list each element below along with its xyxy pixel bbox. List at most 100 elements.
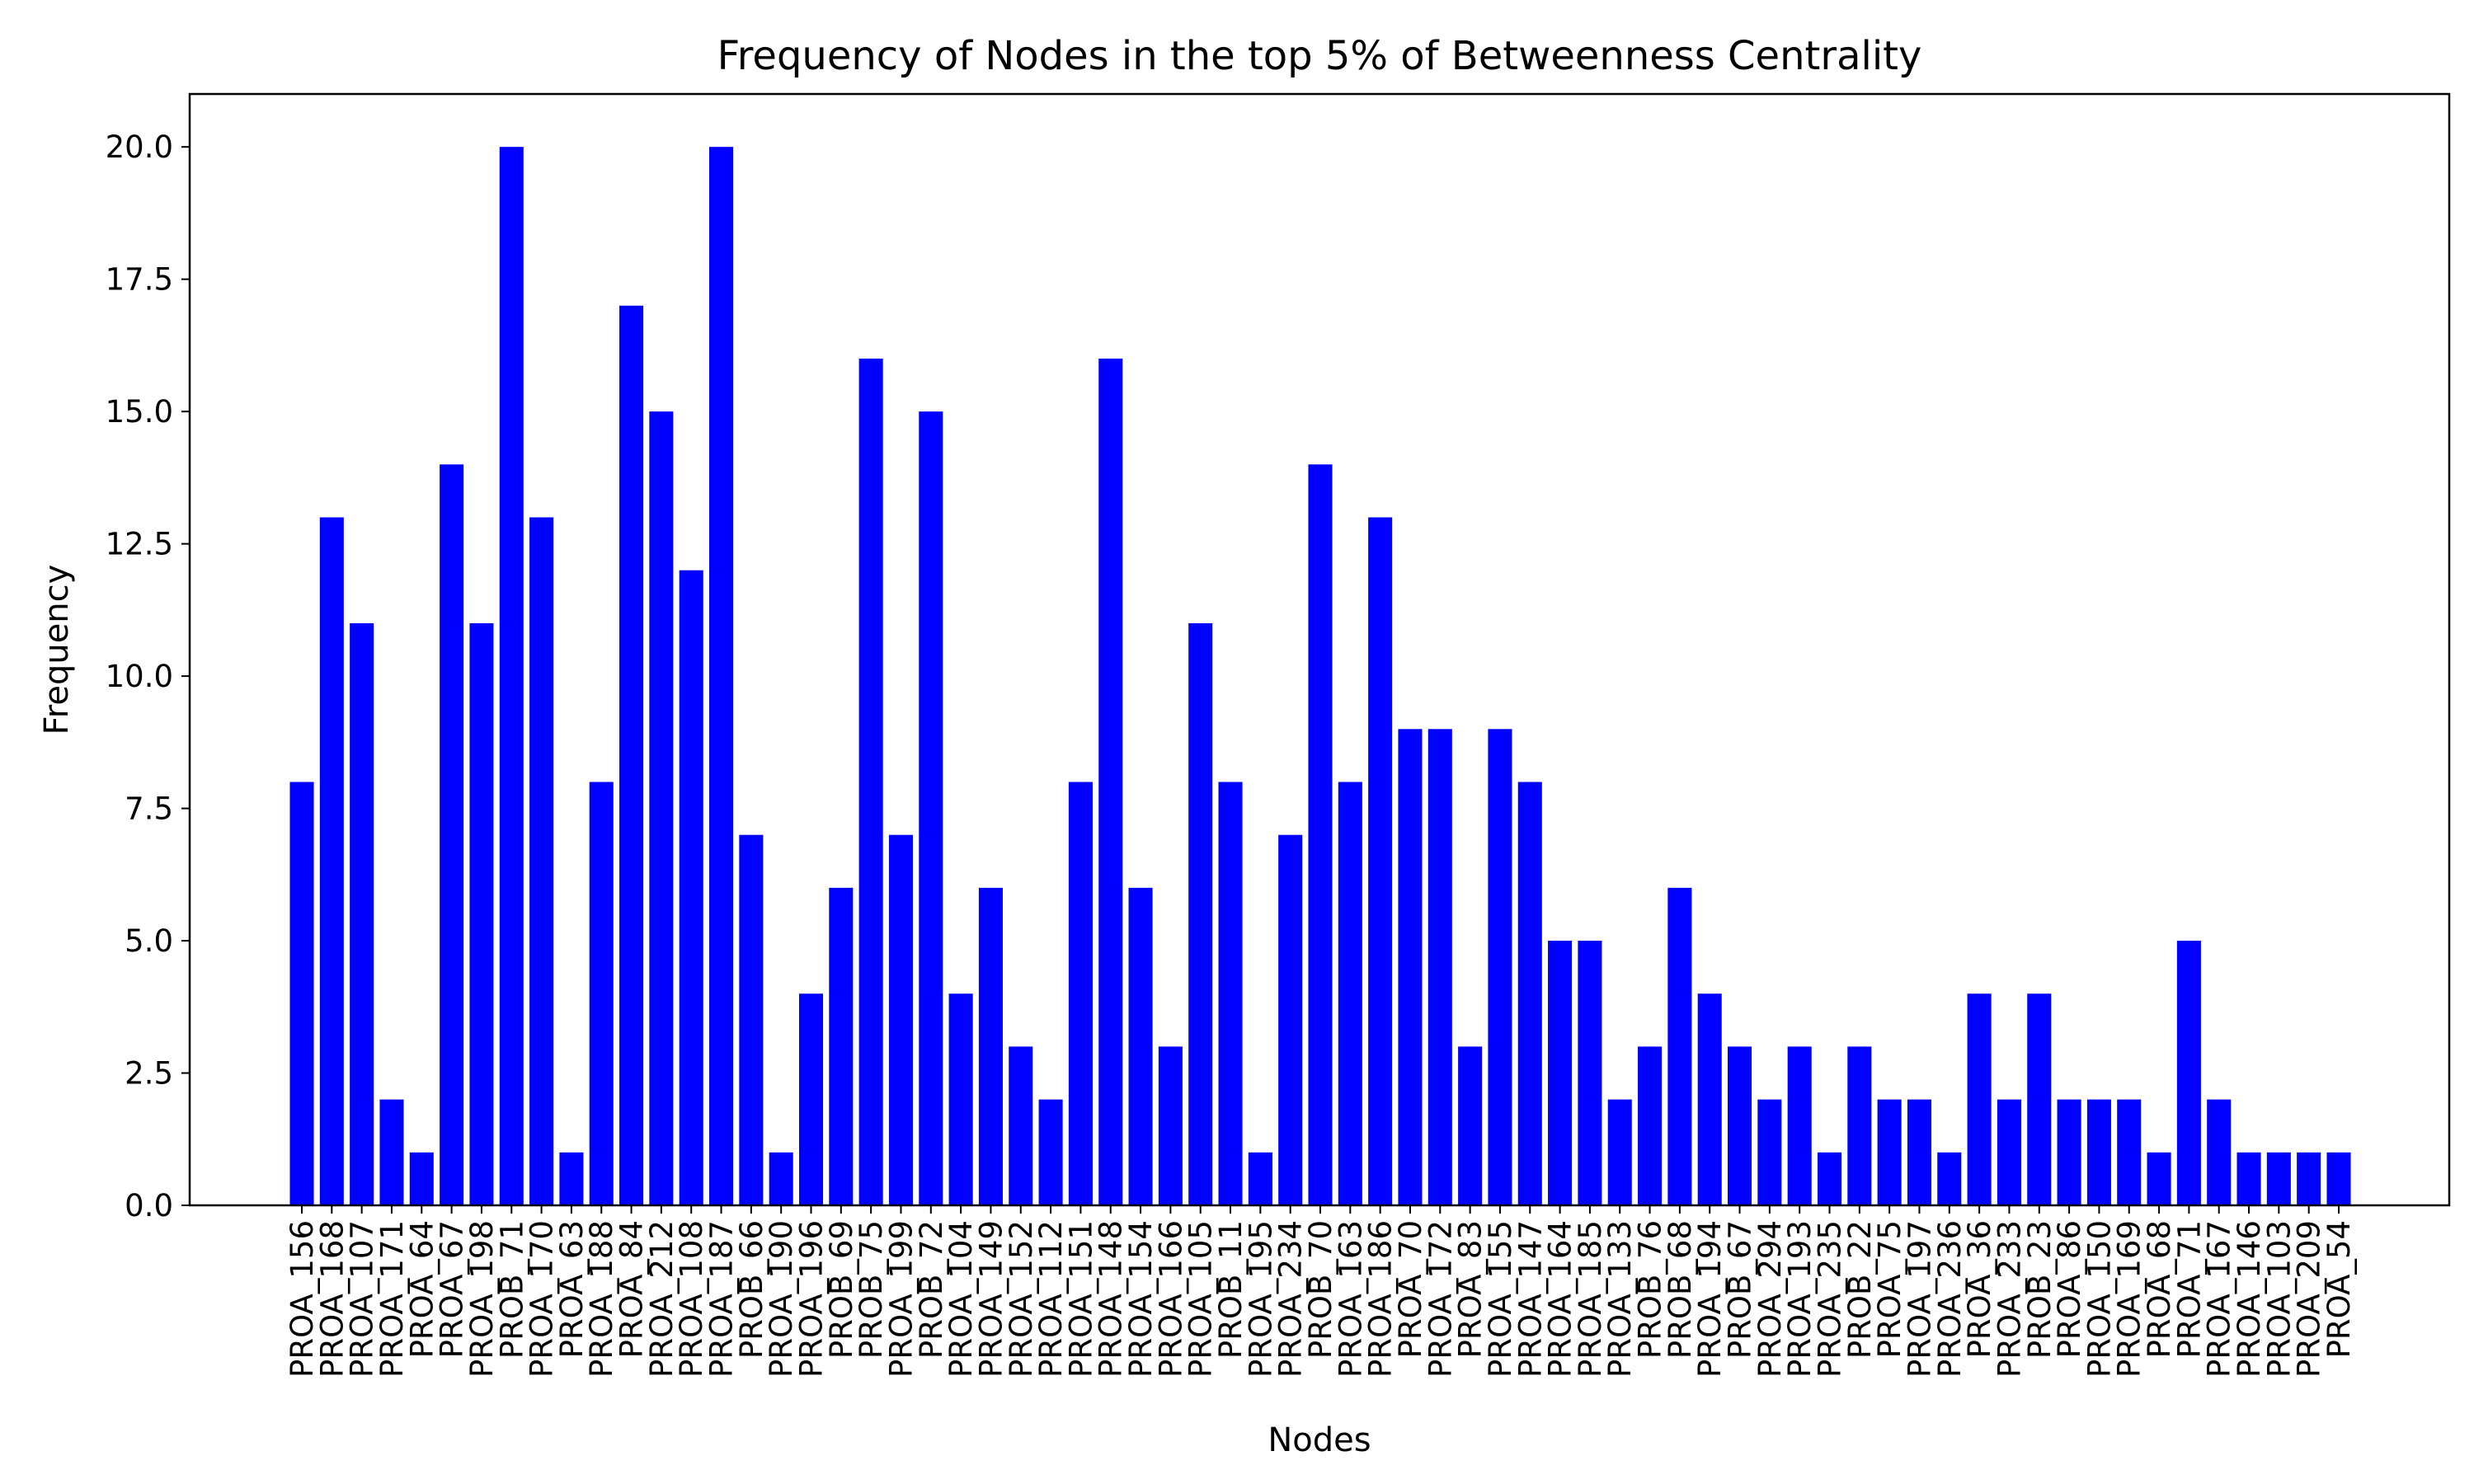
chart-title: Frequency of Nodes in the top 5% of Betw… — [717, 33, 1922, 79]
bar-PROB_66 — [739, 834, 764, 1205]
bar-PROA_197 — [1907, 1099, 1931, 1205]
x-tick-label: PROA_196 — [794, 1220, 830, 1378]
x-tick-label: PROA_198 — [464, 1220, 500, 1378]
bar-PROA_171 — [379, 1099, 404, 1205]
bar-PROB_67 — [1728, 1046, 1752, 1205]
x-tick-label: PROA_84 — [614, 1220, 650, 1358]
bar-PROA_187 — [709, 147, 734, 1206]
bar-PROA_104 — [948, 993, 973, 1205]
bar-PROA_86 — [2057, 1099, 2081, 1205]
x-tick-label: PROA_108 — [674, 1220, 709, 1378]
bar-PROB_68 — [1667, 887, 1692, 1205]
bar-PROA_235 — [1817, 1152, 1842, 1205]
bar-PROB_70 — [1308, 464, 1333, 1205]
bar-PROA_133 — [1607, 1099, 1632, 1205]
bar-PROB_23 — [2027, 993, 2052, 1205]
x-tick-label: PROA_194 — [1692, 1220, 1728, 1378]
bar-PROA_195 — [1248, 1152, 1272, 1205]
bar-PROA_150 — [2086, 1099, 2111, 1205]
x-tick-label: PROA_167 — [2202, 1220, 2237, 1378]
bar-PROA_166 — [1158, 1046, 1183, 1205]
x-tick-label: PROA_168 — [314, 1220, 350, 1378]
x-tick-label: PROB_11 — [1213, 1220, 1249, 1359]
x-tick-label: PROA_197 — [1902, 1220, 1937, 1378]
x-tick-label: PROA_63 — [554, 1220, 590, 1358]
x-tick-label: PROA_54 — [2321, 1220, 2357, 1358]
x-tick-label: PROA_67 — [435, 1220, 470, 1358]
x-tick-label: PROA_103 — [2261, 1220, 2297, 1378]
y-tick-label: 5.0 — [125, 923, 173, 959]
x-tick-label: PROB_22 — [1842, 1220, 1878, 1359]
x-tick-label: PROA_68 — [2142, 1220, 2177, 1358]
bar-PROB_72 — [919, 411, 943, 1205]
bar-PROA_194 — [1697, 993, 1722, 1205]
x-tick-label: PROA_83 — [1453, 1220, 1489, 1358]
y-tick-label: 17.5 — [106, 262, 173, 298]
bars-group — [289, 147, 2351, 1206]
bar-PROA_154 — [1128, 887, 1153, 1205]
x-tick-label: PROA_104 — [943, 1220, 979, 1378]
bar-PROA_185 — [1578, 941, 1602, 1205]
x-tick-label: PROA_164 — [1543, 1220, 1578, 1378]
x-tick-label: PROA_70 — [1393, 1220, 1428, 1358]
x-tick-label: PROA_107 — [345, 1220, 380, 1378]
bar-PROA_209 — [2297, 1152, 2321, 1205]
bar-PROA_70 — [1398, 729, 1423, 1205]
bar-PROA_170 — [529, 517, 554, 1205]
bar-PROA_164 — [1548, 941, 1573, 1205]
x-tick-label: PROA_150 — [2081, 1220, 2117, 1378]
bar-PROA_105 — [1188, 622, 1213, 1205]
x-tick-label: PROA_71 — [2171, 1220, 2207, 1358]
y-tick-label: 10.0 — [106, 659, 173, 694]
x-tick-label: PROB_70 — [1303, 1220, 1338, 1359]
bar-PROA_156 — [289, 782, 314, 1205]
x-tick-label: PROA_171 — [374, 1220, 410, 1378]
x-tick-label: PROA_195 — [1243, 1220, 1278, 1378]
bar-PROA_198 — [469, 622, 494, 1205]
y-axis-label: Frequency — [38, 565, 76, 735]
x-tick-label: PROA_154 — [1123, 1220, 1159, 1378]
x-tick-label: PROA_234 — [1273, 1220, 1309, 1378]
x-tick-label: PROA_185 — [1573, 1220, 1608, 1378]
y-tick-label: 7.5 — [125, 791, 173, 827]
bar-PROA_83 — [1458, 1046, 1483, 1205]
bar-PROA_147 — [1517, 782, 1542, 1205]
bar-PROB_11 — [1218, 782, 1243, 1205]
bar-PROA_167 — [2207, 1099, 2232, 1205]
bar-PROA_163 — [1338, 782, 1362, 1205]
bar-PROA_149 — [978, 887, 1003, 1205]
bar-PROB_69 — [829, 887, 854, 1205]
x-tick-label: PROA_233 — [1992, 1220, 2027, 1378]
bar-PROA_168 — [319, 517, 344, 1205]
x-tick-label: PROA_236 — [1932, 1220, 1968, 1378]
x-tick-label: PROA_199 — [883, 1220, 919, 1378]
x-axis-label: Nodes — [1268, 1421, 1371, 1459]
x-tick-label: PROA_146 — [2232, 1220, 2267, 1378]
y-tick-label: 12.5 — [106, 527, 173, 562]
bar-PROA_112 — [1038, 1099, 1063, 1205]
x-tick-label: PROA_156 — [285, 1220, 320, 1378]
x-tick-label: PROA_36 — [1962, 1220, 1997, 1358]
x-tick-label: PROB_75 — [854, 1220, 889, 1359]
x-tick-label: PROA_148 — [1094, 1220, 1129, 1378]
bar-PROB_75 — [858, 358, 883, 1206]
x-tick-label: PROA_64 — [404, 1220, 440, 1358]
y-tick-label: 2.5 — [125, 1056, 173, 1092]
bar-PROA_107 — [350, 622, 374, 1205]
bar-PROA_63 — [559, 1152, 584, 1205]
x-tick-label: PROB_76 — [1633, 1220, 1668, 1359]
bar-PROA_199 — [888, 834, 913, 1205]
bar-PROA_68 — [2147, 1152, 2171, 1205]
x-tick-label: PROA_151 — [1063, 1220, 1098, 1378]
x-tick-label: PROA_149 — [973, 1220, 1009, 1378]
bar-PROA_103 — [2266, 1152, 2291, 1205]
x-tick-label: PROB_67 — [1723, 1220, 1758, 1359]
bar-PROA_236 — [1937, 1152, 1962, 1205]
bar-PROA_67 — [440, 464, 464, 1205]
bar-PROA_233 — [1997, 1099, 2021, 1205]
bar-PROA_75 — [1877, 1099, 1902, 1205]
y-tick-label: 15.0 — [106, 394, 173, 430]
bar-PROA_190 — [769, 1152, 793, 1205]
bar-PROA_36 — [1967, 993, 1992, 1205]
